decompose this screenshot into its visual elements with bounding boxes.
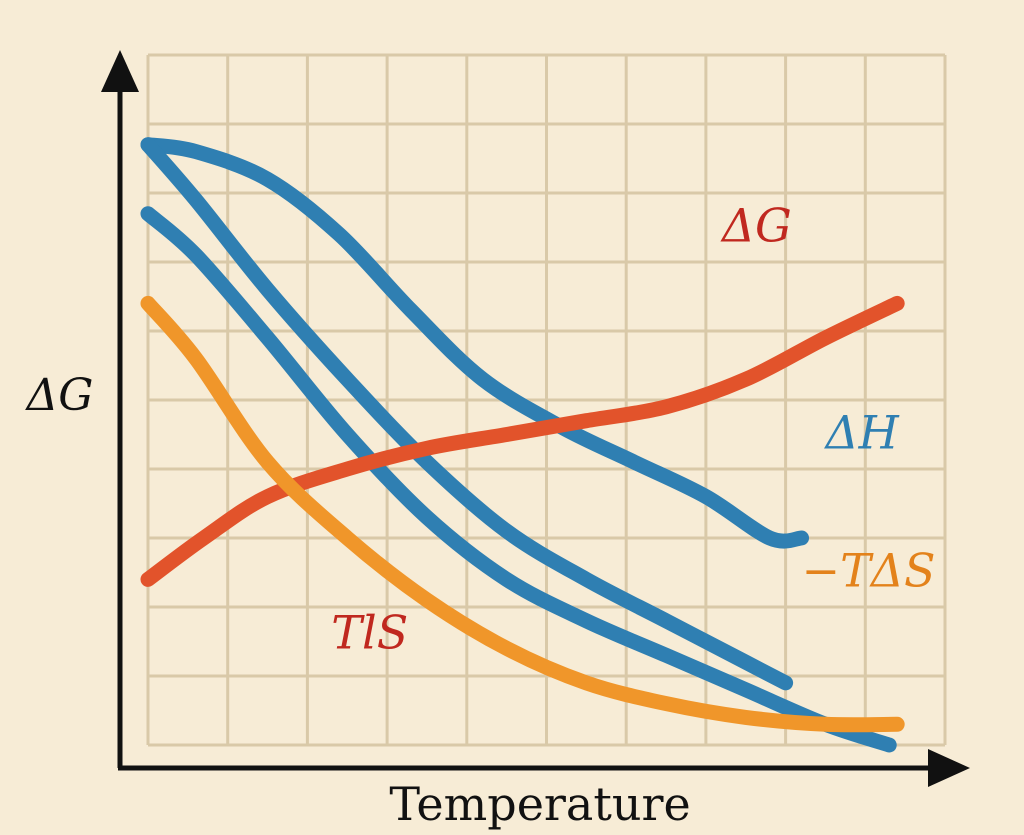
axes [101, 50, 970, 787]
x-axis-arrowhead [928, 749, 970, 787]
x-axis-label: Temperature [389, 777, 690, 831]
series-line-blue-2 [140, 137, 794, 691]
series-line-orange-5 [140, 295, 905, 733]
series-line-red-4 [140, 295, 905, 587]
annotation-label-1: ΔG [720, 198, 792, 252]
annotation-label-3: −TΔS [802, 543, 936, 597]
y-axis-arrowhead [101, 50, 139, 92]
series-line-blue-3 [140, 206, 897, 753]
series-layer [140, 137, 905, 753]
y-axis-label: ΔG [25, 370, 94, 421]
annotation-label-2: ΔH [823, 405, 899, 459]
grid [146, 53, 947, 747]
annotation-label-4: TlS [331, 605, 408, 659]
series-line-blue-1 [140, 137, 810, 549]
annotations: ΔG ΔH −TΔS TlS [331, 198, 935, 659]
